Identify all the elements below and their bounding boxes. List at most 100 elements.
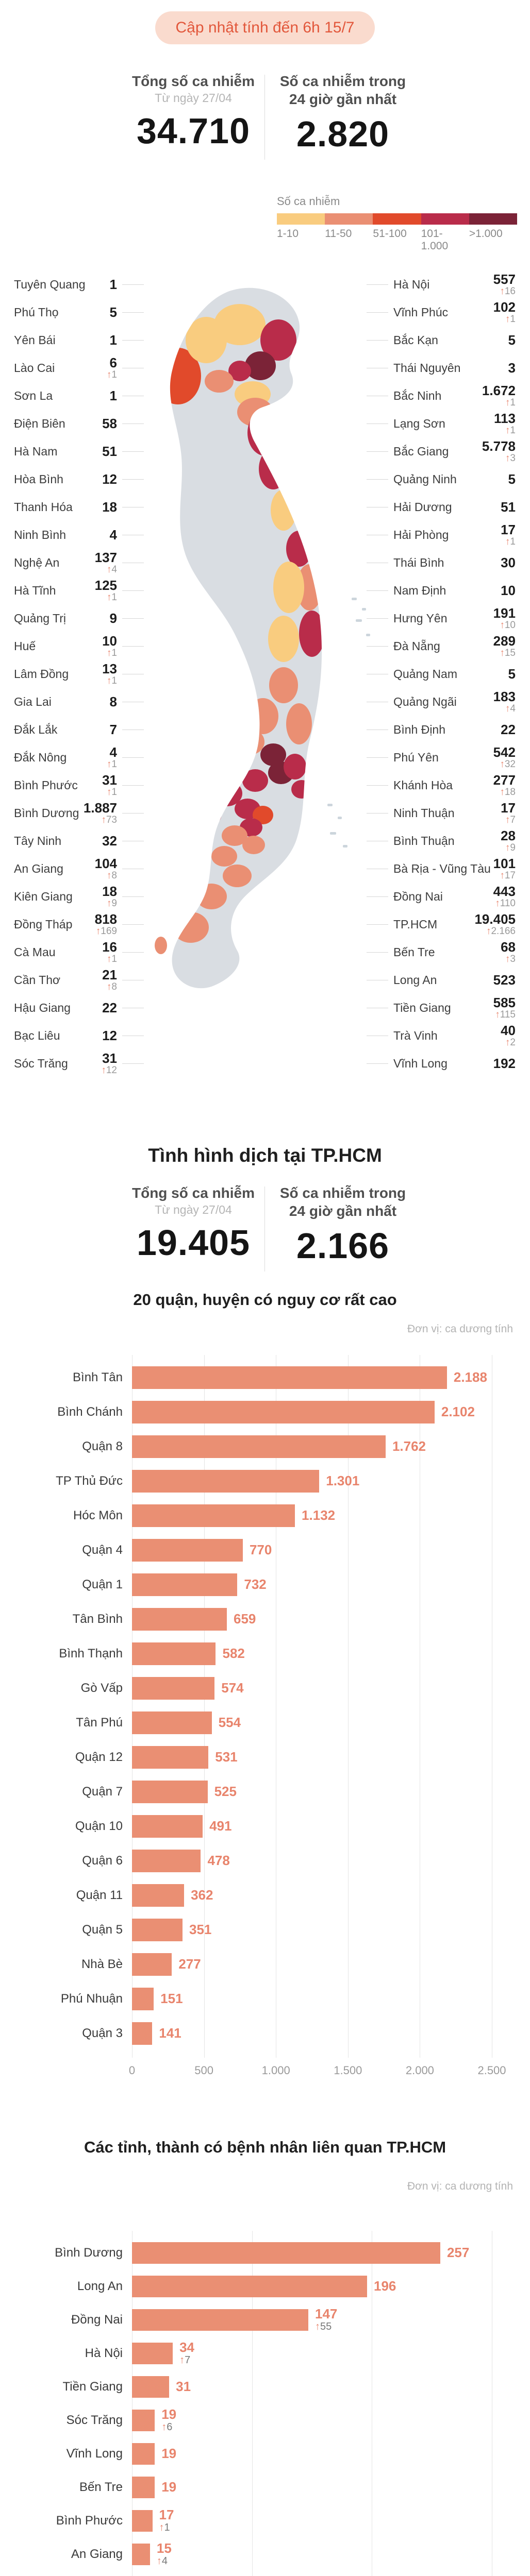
- province-count-delta: ↑1: [106, 647, 117, 658]
- bar-value-group: 15 ↑4: [157, 2537, 172, 2571]
- province-row: Hưng Yên 191 ↑10: [367, 604, 516, 632]
- islands-dots: [327, 598, 370, 848]
- province-name: Bạc Liêu: [14, 1028, 60, 1042]
- up-arrow-icon: ↑: [161, 2421, 167, 2433]
- bar-label: Quận 3: [82, 2026, 123, 2040]
- province-count: 22: [102, 1001, 117, 1015]
- up-arrow-icon: ↑: [505, 397, 510, 408]
- connector-line: [122, 785, 144, 786]
- up-arrow-icon: ↑: [156, 2555, 162, 2567]
- bar-value: 582: [222, 1645, 245, 1661]
- connector-line: [122, 451, 144, 452]
- province-name: An Giang: [14, 861, 63, 875]
- province-count-value: 32: [102, 833, 117, 849]
- bar-label: Bình Phước: [56, 2513, 123, 2528]
- province-count: 5: [508, 333, 516, 347]
- province-row: Hải Phòng 17 ↑1: [367, 521, 516, 549]
- province-count: 113 ↑1: [494, 412, 516, 435]
- connector-line: [367, 423, 388, 424]
- province-name: Trà Vinh: [393, 1028, 438, 1042]
- province-region: [247, 698, 278, 734]
- province-count-value: 183: [493, 689, 516, 705]
- province-count-delta: ↑73: [101, 814, 117, 825]
- hcmc-stats: Tổng số ca nhiễm Từ ngày 27/04 19.405 Số…: [0, 1184, 530, 1277]
- province-name: Yên Bái: [14, 333, 56, 347]
- province-count-value: 1: [109, 332, 117, 348]
- province-count: 125 ↑1: [95, 579, 117, 602]
- province-row: Vĩnh Long 192: [367, 1049, 516, 1077]
- province-count-value: 5: [508, 471, 516, 487]
- province-region: [253, 806, 273, 824]
- province-count-delta: ↑17: [500, 870, 516, 881]
- province-count: 40 ↑2: [501, 1024, 516, 1047]
- province-region: [242, 836, 265, 854]
- bar-label: Long An: [77, 2279, 123, 2293]
- province-row: Huế 10 ↑1: [14, 632, 144, 660]
- province-count-value: 22: [102, 999, 117, 1015]
- province-count-delta: ↑2: [505, 1037, 516, 1048]
- legend-bin: 1-10: [277, 213, 325, 252]
- province-name: Phú Thọ: [14, 305, 59, 319]
- province-row: Cần Thơ 21 ↑8: [14, 966, 144, 994]
- province-count-delta: ↑1: [106, 369, 117, 380]
- bar-value-group: 582: [222, 1636, 244, 1671]
- up-arrow-icon: ↑: [495, 897, 500, 909]
- bar: [132, 2275, 368, 2297]
- province-count-delta: ↑15: [500, 647, 516, 658]
- province-name: Hà Nam: [14, 444, 58, 458]
- province-count: 31 ↑1: [102, 773, 117, 797]
- province-name: Đồng Tháp: [14, 917, 73, 931]
- bar: [132, 1435, 386, 1458]
- province-name: TP.HCM: [393, 917, 438, 931]
- province-row: Thanh Hóa 18: [14, 493, 144, 521]
- bar-label: Quận 4: [82, 1543, 123, 1557]
- bar: [132, 2309, 309, 2331]
- province-chart-title: Các tỉnh, thành có bệnh nhân liên quan T…: [84, 2138, 446, 2156]
- bar-value: 770: [249, 1541, 272, 1557]
- province-count: 137 ↑4: [95, 551, 117, 574]
- bar: [132, 2022, 153, 2045]
- province-region: [271, 489, 296, 531]
- connector-line: [122, 757, 144, 758]
- bar-value-group: 151: [160, 1981, 183, 2016]
- bar: [132, 1815, 203, 1838]
- bar: [132, 2242, 440, 2264]
- province-count-value: 191: [493, 605, 516, 621]
- province-count-delta: ↑12: [101, 1064, 117, 1076]
- province-name: Đà Nẵng: [393, 639, 440, 653]
- connector-line: [367, 952, 388, 953]
- up-arrow-icon: ↑: [101, 814, 106, 825]
- province-row: Bình Phước 31 ↑1: [14, 771, 144, 799]
- province-name: Bắc Giang: [393, 444, 449, 458]
- province-row: Phú Yên 542 ↑32: [367, 743, 516, 771]
- connector-line: [122, 479, 144, 480]
- province-name: Ninh Bình: [14, 528, 67, 541]
- province-count-value: 192: [493, 1055, 516, 1071]
- legend-bins: 1-10 11-50 51-100 101-1.000 >1.000: [277, 213, 518, 252]
- bar-label: Vĩnh Long: [66, 2446, 123, 2461]
- province-count-value: 12: [102, 1027, 117, 1043]
- legend-bin: 51-100: [373, 213, 421, 252]
- province-count-value: 10: [501, 582, 516, 598]
- province-count-value: 13: [102, 661, 117, 677]
- hcmc-total-stat: Tổng số ca nhiễm Từ ngày 27/04 19.405: [108, 1184, 278, 1263]
- province-count-value: 31: [102, 1050, 117, 1066]
- province-count: 277 ↑18: [493, 773, 516, 797]
- up-arrow-icon: ↑: [505, 536, 510, 547]
- province-count-delta: ↑4: [505, 703, 516, 714]
- province-count-value: 17: [501, 800, 516, 816]
- province-count-value: 8: [109, 693, 117, 709]
- bar-label: Đồng Nai: [71, 2312, 123, 2327]
- bar-label: Quận 5: [82, 1922, 123, 1937]
- province-row: Trà Vinh 40 ↑2: [367, 1022, 516, 1049]
- connector-line: [122, 924, 144, 925]
- map-legend: Số ca nhiễm 1-10 11-50 51-100 101-1.000 >1.0…: [277, 195, 518, 252]
- bar-value-group: 19 ↑6: [161, 2403, 176, 2437]
- bar-label: Phú Nhuận: [60, 1991, 123, 2006]
- connector-line: [122, 618, 144, 619]
- up-arrow-icon: ↑: [505, 842, 510, 853]
- province-count-value: 1.672: [482, 383, 516, 399]
- province-row: Đồng Nai 443 ↑110: [367, 883, 516, 910]
- bar-value-group: 362: [191, 1878, 213, 1912]
- bar-value: 1.132: [302, 1507, 336, 1523]
